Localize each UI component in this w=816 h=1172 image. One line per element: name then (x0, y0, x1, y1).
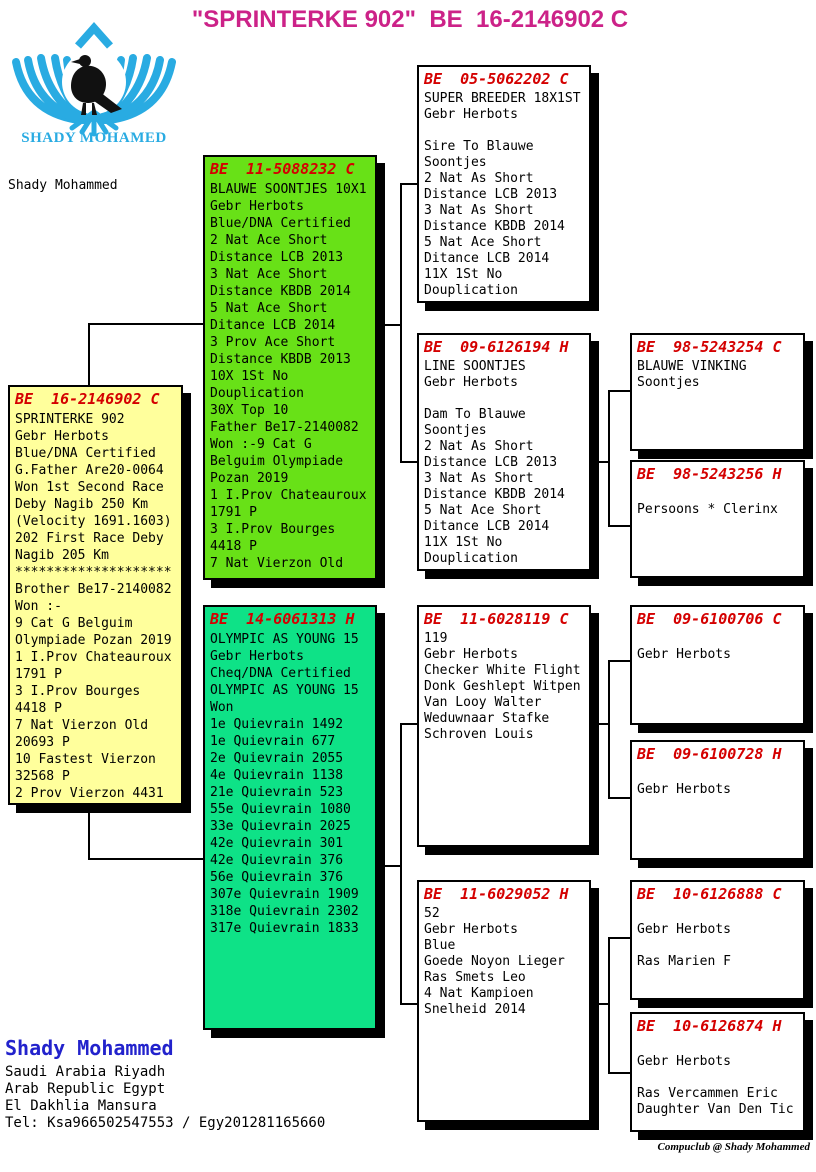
connector-line (608, 660, 610, 799)
pedigree-box-dam-be14-6061313: BE 14-6061313 H OLYMPIC AS YOUNG 15 Gebr… (203, 605, 377, 1030)
pedigree-notes: SUPER BREEDER 18X1ST Gebr Herbots Sire T… (424, 91, 581, 298)
owner-name: Shady Mohammed (5, 1036, 174, 1060)
tail-fan-icon (69, 109, 119, 137)
pedigree-box-be10-6126888: BE 10-6126888 C Gebr Herbots Ras Marien … (630, 880, 805, 1000)
connector-line (608, 797, 630, 799)
pedigree-notes: 52 Gebr Herbots Blue Goede Noyon Lieger … (424, 906, 565, 1017)
pedigree-box-sire-be11-5088232: BE 11-5088232 C BLAUWE SOONTJES 10X1 Geb… (203, 155, 377, 580)
connector-line (88, 323, 90, 387)
ring-number: BE 98-5243256 H (637, 465, 782, 483)
ring-number: BE 11-6028119 C (424, 610, 569, 628)
page-title: "SPRINTERKE 902" BE 16-2146902 C (191, 6, 629, 33)
ring-number: BE 98-5243254 C (637, 338, 782, 356)
owner-address: Saudi Arabia Riyadh Arab Republic Egypt … (5, 1064, 326, 1131)
connector-line (608, 660, 630, 662)
ring-number: BE 09-6100728 H (637, 745, 782, 763)
logo-brand-text: SHADY MOHAMED (21, 130, 167, 146)
pedigree-box-be10-6126874: BE 10-6126874 H Gebr Herbots Ras Vercamm… (630, 1012, 805, 1132)
pedigree-box-be98-5243256: BE 98-5243256 H Persoons * Clerinx (630, 460, 805, 578)
pedigree-box-be11-6028119: BE 11-6028119 C 119 Gebr Herbots Checker… (417, 605, 591, 847)
connector-line (88, 323, 203, 325)
ring-number: BE 11-5088232 C (210, 160, 355, 178)
connector-line (591, 1003, 610, 1005)
software-credit: Compuclub @ Shady Mohammed (657, 1141, 810, 1153)
connector-line (377, 324, 402, 326)
ring-number: BE 16-2146902 C (15, 390, 160, 408)
pedigree-box-be09-6100728: BE 09-6100728 H Gebr Herbots (630, 740, 805, 860)
connector-line (591, 723, 610, 725)
connector-line (591, 461, 610, 463)
connector-line (400, 183, 417, 185)
pedigree-box-subject-be16-2146902: BE 16-2146902 C SPRINTERKE 902 Gebr Herb… (8, 385, 183, 805)
pigeon-icon (71, 55, 122, 115)
pedigree-notes: SPRINTERKE 902 Gebr Herbots Blue/DNA Cer… (15, 412, 172, 801)
ring-number: BE 10-6126888 C (637, 885, 782, 903)
pedigree-notes: LINE SOONTJES Gebr Herbots Dam To Blauwe… (424, 359, 565, 566)
pedigree-notes: OLYMPIC AS YOUNG 15 Gebr Herbots Cheq/DN… (210, 632, 359, 936)
pedigree-notes: Gebr Herbots (637, 647, 731, 662)
pedigree-notes: Persoons * Clerinx (637, 502, 778, 517)
connector-line (608, 390, 630, 392)
connector-line (608, 390, 610, 527)
pedigree-box-be05-5062202: BE 05-5062202 C SUPER BREEDER 18X1ST Geb… (417, 65, 591, 303)
pedigree-box-be09-6126194: BE 09-6126194 H LINE SOONTJES Gebr Herbo… (417, 333, 591, 571)
ring-number: BE 09-6126194 H (424, 338, 569, 356)
connector-line (608, 937, 630, 939)
ring-number: BE 11-6029052 H (424, 885, 569, 903)
owner-label: Shady Mohammed (8, 178, 118, 193)
ring-number: BE 10-6126874 H (637, 1017, 782, 1035)
owner-footer: Shady Mohammed Saudi Arabia Riyadh Arab … (5, 1036, 325, 1132)
connector-line (400, 723, 417, 725)
pedigree-box-be09-6100706: BE 09-6100706 C Gebr Herbots (630, 605, 805, 725)
connector-line (400, 1003, 417, 1005)
pedigree-notes: BLAUWE VINKING Soontjes (637, 359, 747, 390)
ring-number: BE 14-6061313 H (210, 610, 355, 628)
pedigree-notes: BLAUWE SOONTJES 10X1 Gebr Herbots Blue/D… (210, 182, 367, 571)
chevron-icon (75, 21, 113, 49)
connector-line (400, 723, 402, 1005)
ring-number: BE 05-5062202 C (424, 70, 569, 88)
connector-line (377, 865, 402, 867)
pedigree-notes: Gebr Herbots Ras Vercammen Eric Daughter… (637, 1054, 794, 1117)
pedigree-notes: Gebr Herbots (637, 782, 731, 797)
connector-line (400, 183, 402, 463)
connector-line (88, 858, 203, 860)
pedigree-notes: Gebr Herbots Ras Marien F (637, 922, 731, 969)
pedigree-box-be98-5243254: BE 98-5243254 C BLAUWE VINKING Soontjes (630, 333, 805, 451)
pedigree-box-be11-6029052: BE 11-6029052 H 52 Gebr Herbots Blue Goe… (417, 880, 591, 1122)
loft-logo: SHADY MOHAMED (12, 21, 176, 146)
ring-number: BE 09-6100706 C (637, 610, 782, 628)
connector-line (608, 525, 630, 527)
pedigree-notes: 119 Gebr Herbots Checker White Flight Do… (424, 631, 581, 742)
connector-line (400, 461, 417, 463)
connector-line (608, 1072, 630, 1074)
connector-line (88, 805, 90, 860)
connector-line (608, 937, 610, 1074)
